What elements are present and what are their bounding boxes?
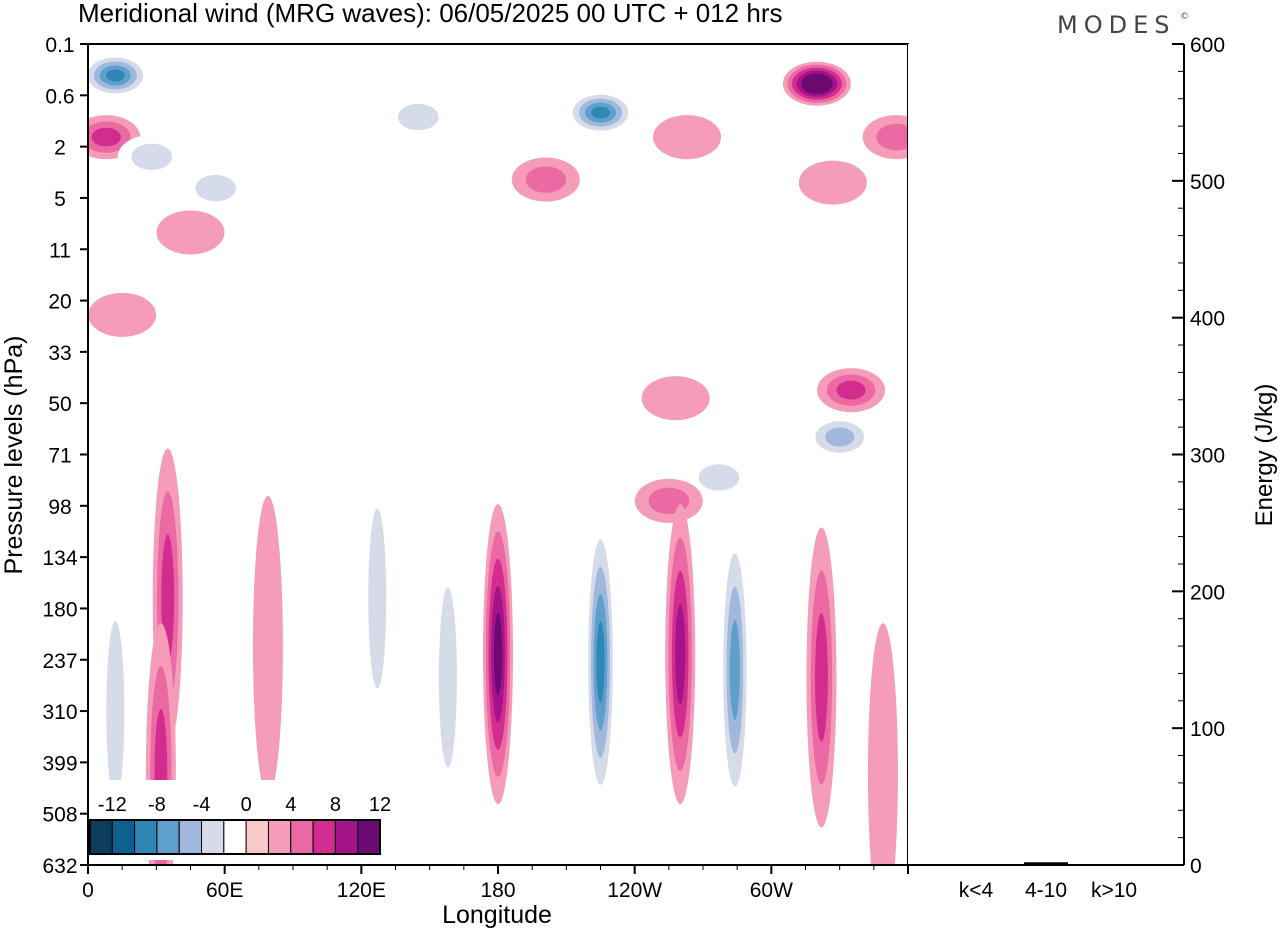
- energy-tick-label: 600: [1190, 34, 1225, 57]
- colorbar-swatch: [156, 819, 180, 855]
- contour-band-4-0: [156, 210, 225, 255]
- contour-band-15-2: [825, 427, 855, 447]
- longitude-tick-label: 120E: [337, 879, 386, 902]
- contour-band-27-3: [675, 604, 686, 705]
- logo-text: MODES: [1057, 11, 1175, 39]
- longitude-tick-label: 0: [82, 879, 94, 902]
- contour-band-17-1: [698, 464, 740, 491]
- energy-tick-label: 300: [1190, 445, 1225, 468]
- y-axis-label: Pressure levels (hPa): [0, 336, 28, 575]
- energy-axis: 0 100 200 300 400 500 600: [1172, 34, 1225, 878]
- energy-tick-label: 0: [1190, 855, 1202, 878]
- colorbar-label: -12: [98, 794, 127, 816]
- contour-band-23-1: [368, 508, 387, 689]
- colorbar-frame: [89, 819, 381, 855]
- contour-band-1-2: [91, 127, 121, 147]
- contour-band-13-0: [88, 292, 157, 337]
- colorbar-swatch: [290, 819, 314, 855]
- longitude-tick-label: 120W: [607, 879, 662, 902]
- energy-bar-4-10: [1024, 862, 1068, 865]
- pressure-tick-label: 98: [48, 496, 71, 519]
- colorbar-swatch: [111, 819, 136, 855]
- energy-category-label: k>10: [1091, 879, 1137, 902]
- contour-band-24-1: [438, 587, 457, 768]
- heatmap-contours: [88, 53, 908, 865]
- contour-band-6-0: [391, 187, 460, 232]
- colorbar-label: 8: [330, 794, 341, 816]
- contour-band-10-6: [810, 79, 824, 89]
- colorbar-swatch: [89, 819, 113, 855]
- colorbar-swatch: [245, 819, 269, 855]
- energy-tick-label: 200: [1190, 581, 1225, 604]
- pressure-tick-label: 33: [48, 342, 71, 365]
- logo-mark: ©: [1180, 12, 1195, 22]
- pressure-tick-label: 180: [42, 598, 77, 621]
- contour-band-26-4: [596, 621, 605, 704]
- energy-category-label: k<4: [959, 879, 994, 902]
- pressure-tick-label: 237: [42, 650, 77, 673]
- contour-band-7-4: [591, 106, 610, 119]
- colorbar-swatch: [267, 819, 292, 855]
- contour-band-19-1: [106, 621, 125, 802]
- pressure-tick-label: 632: [42, 855, 77, 878]
- energy-tick-label: 500: [1190, 171, 1225, 194]
- contour-band-11-0: [798, 160, 867, 205]
- pressure-tick-label: 310: [42, 701, 77, 724]
- pressure-tick-label: 0.6: [45, 85, 74, 108]
- contour-band-14-2: [836, 380, 866, 400]
- colorbar-swatch: [201, 819, 225, 855]
- colorbar-label: 4: [285, 794, 296, 816]
- chart-title: Meridional wind (MRG waves): 06/05/2025 …: [78, 0, 783, 28]
- energy-tick-label: 100: [1190, 718, 1225, 741]
- contour-band-9-1: [525, 166, 567, 193]
- pressure-tick-label: 399: [42, 752, 77, 775]
- contour-band-16-0: [641, 376, 710, 421]
- colorbar-label: 0: [241, 794, 252, 816]
- contour-band-22-0: [252, 495, 283, 796]
- energy-bars: k<4 4-10 k>10: [954, 862, 1137, 902]
- colorbar-swatch: [178, 819, 203, 855]
- contour-band-3-1: [195, 174, 236, 202]
- contour-band-30-0: [867, 623, 898, 865]
- contour-band-5-1: [397, 103, 439, 131]
- longitude-axis: 0 60E 120E 180 120W 60W: [82, 865, 909, 902]
- energy-axis-label: Energy (J/kg): [1251, 384, 1278, 527]
- colorbar-label: -4: [193, 794, 211, 816]
- colorbar-swatch: [312, 819, 336, 855]
- energy-tick-label: 400: [1190, 308, 1225, 331]
- pressure-axis: 0.1 0.6 2 5 11 20 33 50 71 98 134 180 237 310 399 508 63…: [42, 34, 88, 878]
- pressure-tick-label: 11: [49, 239, 71, 262]
- colorbar-swatch: [223, 819, 247, 855]
- colorbar: -12 -8 -4 0 4 8 12: [87, 780, 391, 860]
- colorbar-label: -8: [148, 794, 166, 816]
- colorbar-swatch: [134, 819, 158, 855]
- pressure-tick-label: 50: [48, 393, 71, 416]
- contour-band-28-3: [729, 619, 740, 720]
- energy-category-label: 4-10: [1025, 879, 1067, 902]
- contour-band-0-4: [106, 69, 125, 82]
- pressure-tick-label: 71: [48, 445, 71, 468]
- pressure-tick-label: 2: [54, 137, 66, 160]
- longitude-tick-label: 60W: [750, 879, 793, 902]
- contour-band-2-1: [131, 143, 173, 171]
- colorbar-swatch: [334, 819, 359, 855]
- modes-logo: MODES ©: [1057, 11, 1195, 39]
- contour-band-25-4: [493, 613, 503, 696]
- pressure-tick-label: 134: [42, 547, 77, 570]
- pressure-tick-label: 20: [48, 291, 71, 314]
- pressure-tick-label: 5: [54, 188, 66, 211]
- energy-plot-area: [908, 44, 1184, 865]
- colorbar-swatch: [357, 819, 381, 855]
- longitude-tick-label: 60E: [206, 879, 243, 902]
- colorbar-label: 12: [369, 794, 391, 816]
- contour-band-8-0: [653, 115, 722, 160]
- pressure-tick-label: 0.1: [45, 34, 74, 57]
- contour-band-29-2: [815, 613, 828, 742]
- pressure-tick-label: 508: [42, 804, 77, 827]
- longitude-tick-label: 180: [480, 879, 515, 902]
- contour-band-12-1: [876, 123, 908, 151]
- x-axis-label: Longitude: [442, 901, 552, 929]
